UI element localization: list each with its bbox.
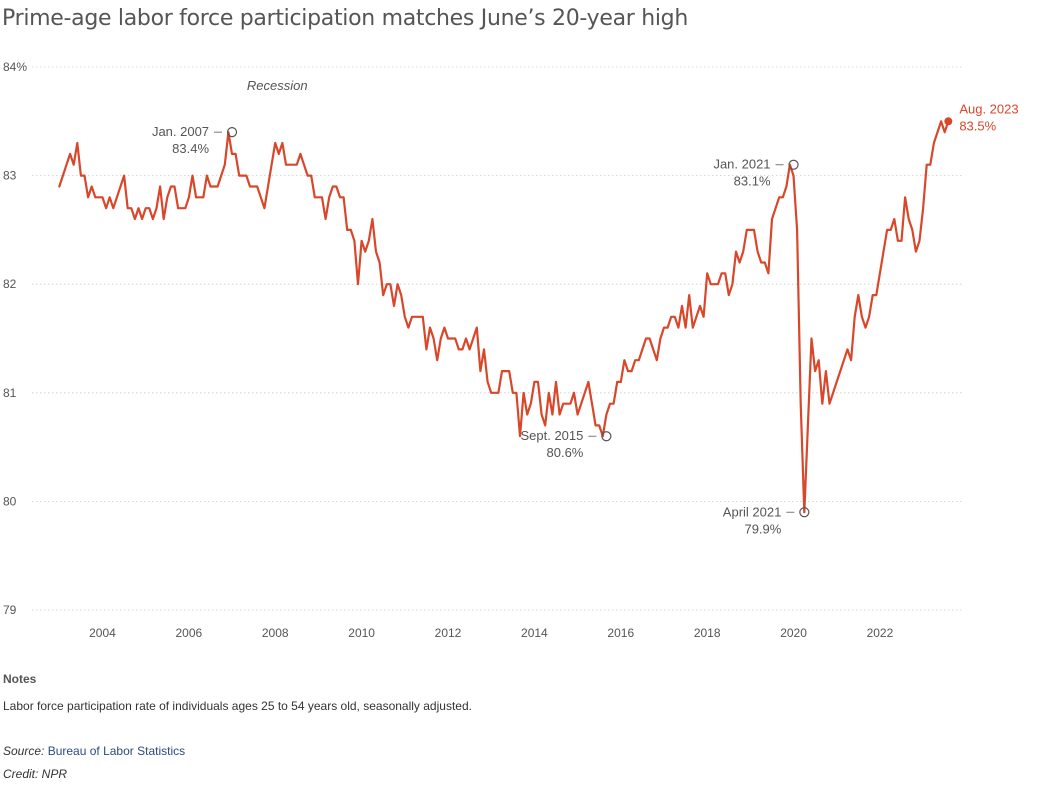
annotation-marker xyxy=(601,431,612,442)
annotation-value: 83.4% xyxy=(172,141,209,156)
annotation-value: 80.6% xyxy=(547,445,584,460)
credit-line: Credit: NPR xyxy=(3,767,68,781)
x-tick-label: 2010 xyxy=(348,626,375,640)
x-tick-label: 2006 xyxy=(176,626,203,640)
annotation-marker xyxy=(226,127,238,138)
x-tick-label: 2018 xyxy=(694,626,721,640)
x-tick-label: 2004 xyxy=(89,626,116,640)
annotation-marker xyxy=(799,507,810,518)
y-tick-label: 81 xyxy=(3,386,17,400)
annotation-date: Aug. 2023 xyxy=(959,101,1018,116)
source-line: Source: Bureau of Labor Statistics xyxy=(3,744,185,758)
notes-text: Labor force participation rate of indivi… xyxy=(3,699,472,713)
y-tick-label: 82 xyxy=(3,277,17,291)
annotation-date: Sept. 2015 xyxy=(520,428,583,443)
x-tick-label: 2020 xyxy=(780,626,807,640)
y-tick-label: 84% xyxy=(3,60,27,74)
x-tick-label: 2012 xyxy=(435,626,462,640)
source-link[interactable]: Bureau of Labor Statistics xyxy=(47,744,186,758)
annotation-value: 83.5% xyxy=(959,118,996,133)
y-tick-label: 80 xyxy=(3,494,17,508)
x-tick-label: 2016 xyxy=(607,626,634,640)
recession-label: Recession xyxy=(247,78,308,93)
annotation-value: 79.9% xyxy=(744,521,781,536)
x-tick-label: 2022 xyxy=(867,626,894,640)
chart-title: Prime-age labor force participation matc… xyxy=(2,6,688,31)
annotation-value: 83.1% xyxy=(734,174,771,189)
x-tick-label: 2008 xyxy=(262,626,289,640)
annotation-date: Jan. 2021 xyxy=(713,157,770,172)
line-chart: 84% 83 82 81 80 79 2004 2006 2008 2010 2012 2014 201… xyxy=(3,60,1019,640)
highlight-point xyxy=(944,117,953,126)
series-line xyxy=(58,120,950,514)
notes-heading: Notes xyxy=(3,672,37,686)
y-tick-label: 83 xyxy=(3,169,17,183)
x-tick-label: 2014 xyxy=(521,626,548,640)
annotation-date: Jan. 2007 xyxy=(152,124,209,139)
annotation-date: April 2021 xyxy=(723,504,782,519)
y-tick-label: 79 xyxy=(3,603,17,617)
source-label: Source: xyxy=(3,744,45,758)
annotation-marker xyxy=(788,159,799,170)
